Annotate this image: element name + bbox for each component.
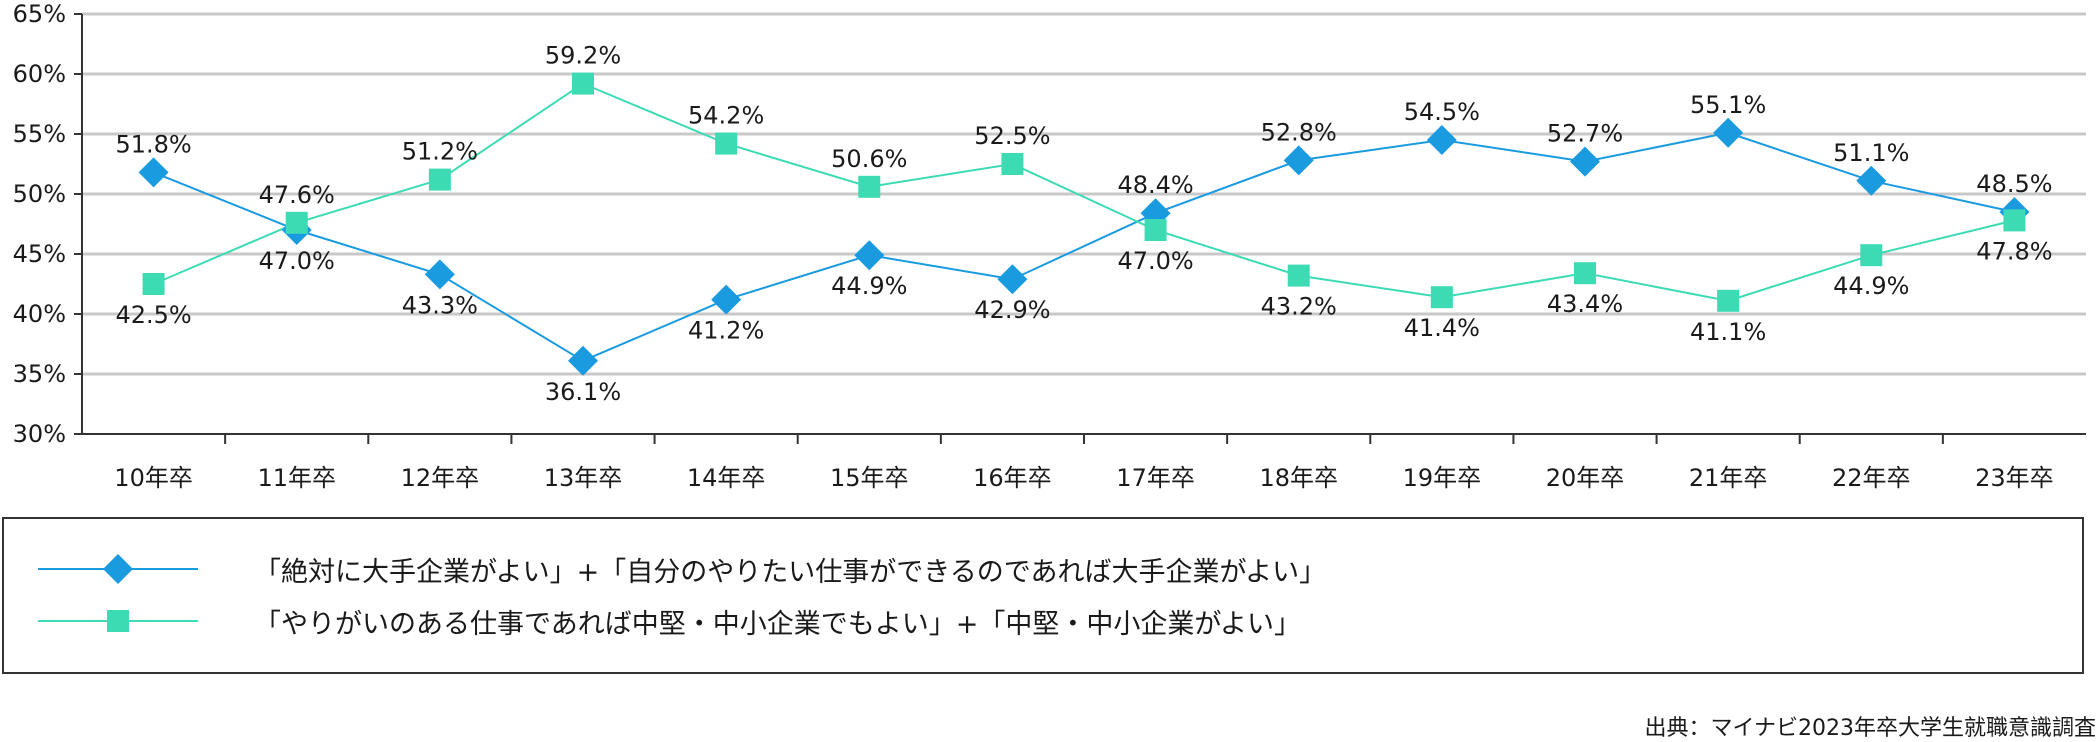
- y-tick-label: 40%: [13, 300, 66, 328]
- y-tick-label: 50%: [13, 180, 66, 208]
- data-point-diamond: [854, 240, 885, 271]
- data-point-square: [715, 132, 738, 155]
- data-point-square: [572, 72, 594, 95]
- x-tick-label: 22年卒: [1832, 464, 1911, 492]
- y-tick-label: 55%: [13, 120, 66, 148]
- x-tick-label: 12年卒: [401, 464, 480, 492]
- x-tick-labels: 10年卒 11年卒 12年卒 13年卒 14年卒 15年卒 16年卒 17年卒 18年卒 19年卒…: [114, 464, 2053, 492]
- legend-label-sme: 「やりがいのある仕事であれば中堅・中小企業でもよい」+「中堅・中小企業がよい」: [254, 608, 1302, 640]
- data-label: 47.0%: [259, 247, 335, 275]
- data-point-square: [285, 211, 308, 234]
- data-label: 50.6%: [831, 145, 907, 173]
- y-tick-label: 60%: [13, 60, 66, 88]
- data-point-square: [858, 175, 881, 198]
- data-label: 54.2%: [688, 102, 764, 130]
- data-label: 41.2%: [688, 317, 764, 345]
- data-point-diamond: [1713, 117, 1744, 148]
- data-point-diamond: [1283, 145, 1314, 176]
- legend-key-square: [38, 601, 198, 641]
- x-tick-label: 19年卒: [1403, 464, 1482, 492]
- series-line-1: [153, 131, 2015, 362]
- data-label: 48.4%: [1117, 171, 1193, 199]
- legend-label-large-company: 「絶対に大手企業がよい」+「自分のやりたい仕事ができるのであれば大手企業がよい」: [254, 556, 1327, 588]
- legend-key-diamond: [38, 549, 198, 589]
- series-line-2: [153, 82, 2015, 302]
- data-label: 52.7%: [1547, 120, 1623, 148]
- y-tick-label: 30%: [13, 420, 66, 448]
- data-point-square: [2003, 209, 2026, 232]
- data-point-square: [428, 168, 451, 191]
- data-point-diamond: [568, 345, 598, 376]
- gridlines: [82, 12, 2086, 376]
- x-tick-label: 11年卒: [257, 464, 336, 492]
- data-point-square: [142, 273, 165, 295]
- data-label: 52.8%: [1261, 118, 1337, 146]
- y-tick-label: 45%: [13, 240, 66, 268]
- data-point-square: [1430, 286, 1453, 309]
- data-labels: 51.8% 47.0% 43.3% 36.1% 41.2% 44.9% 42.9% 48.4%…: [115, 42, 2052, 406]
- x-tick-label: 14年卒: [687, 464, 766, 492]
- data-label: 54.5%: [1404, 98, 1480, 126]
- data-label: 48.5%: [1976, 170, 2052, 198]
- data-point-diamond: [711, 284, 742, 315]
- data-point-square: [1717, 289, 1740, 312]
- legend: 「絶対に大手企業がよい」+「自分のやりたい仕事ができるのであれば大手企業がよい」…: [2, 517, 2084, 674]
- data-point-square: [1001, 153, 1024, 175]
- data-label: 41.1%: [1690, 318, 1766, 346]
- legend-entry-sme: 「やりがいのある仕事であれば中堅・中小企業でもよい」+「中堅・中小企業がよい」: [38, 601, 1301, 641]
- data-label: 42.9%: [974, 296, 1050, 324]
- x-tick-label: 20年卒: [1546, 464, 1625, 492]
- data-label: 43.4%: [1547, 290, 1623, 318]
- data-point-square: [1574, 262, 1596, 285]
- data-point-diamond: [997, 264, 1028, 295]
- y-tick-label: 65%: [13, 0, 66, 28]
- line-chart: 30% 35% 40% 45% 50% 55% 60% 65% 10年卒 11年卒 12年卒 13年…: [13, 0, 2086, 492]
- data-point-diamond: [424, 259, 455, 290]
- legend-entry-large-company: 「絶対に大手企業がよい」+「自分のやりたい仕事ができるのであれば大手企業がよい」: [38, 549, 1326, 589]
- source-note: 出典：マイナビ2023年卒大学生就職意識調査: [1644, 716, 2096, 741]
- data-label: 59.2%: [545, 42, 621, 70]
- data-label: 51.1%: [1833, 139, 1909, 167]
- data-point-diamond: [1426, 125, 1457, 155]
- data-label: 43.2%: [1261, 293, 1337, 321]
- data-label: 42.5%: [115, 301, 191, 329]
- data-point-square: [1144, 219, 1167, 241]
- data-label: 44.9%: [831, 272, 907, 300]
- data-label: 51.8%: [115, 130, 191, 158]
- data-label: 51.2%: [402, 138, 478, 166]
- x-tick-label: 13年卒: [544, 464, 623, 492]
- data-label: 47.8%: [1976, 237, 2052, 265]
- x-tick-label: 16年卒: [973, 464, 1052, 492]
- data-label: 47.0%: [1117, 247, 1193, 275]
- data-point-square: [1860, 244, 1883, 267]
- data-label: 41.4%: [1404, 314, 1480, 342]
- data-point-diamond: [1570, 146, 1600, 177]
- data-point-square: [1287, 264, 1310, 287]
- x-tick-label: 18年卒: [1259, 464, 1338, 492]
- y-tick-labels: 30% 35% 40% 45% 50% 55% 60% 65%: [13, 0, 66, 448]
- series-markers: [138, 72, 2030, 376]
- data-label: 36.1%: [545, 378, 621, 406]
- series-lines: [153, 82, 2015, 362]
- data-label: 43.3%: [402, 291, 478, 319]
- data-label: 44.9%: [1833, 272, 1909, 300]
- x-tick-label: 21年卒: [1689, 464, 1768, 492]
- x-tick-label: 10年卒: [114, 464, 193, 492]
- y-tick-label: 35%: [13, 360, 66, 388]
- data-label: 47.6%: [259, 181, 335, 209]
- data-label: 55.1%: [1690, 91, 1766, 119]
- x-tick-label: 17年卒: [1116, 464, 1195, 492]
- x-tick-label: 15年卒: [830, 464, 909, 492]
- axes: [74, 13, 2086, 444]
- data-point-diamond: [138, 157, 169, 188]
- data-point-diamond: [1856, 165, 1887, 196]
- x-tick-label: 23年卒: [1975, 464, 2054, 492]
- data-label: 52.5%: [974, 122, 1050, 150]
